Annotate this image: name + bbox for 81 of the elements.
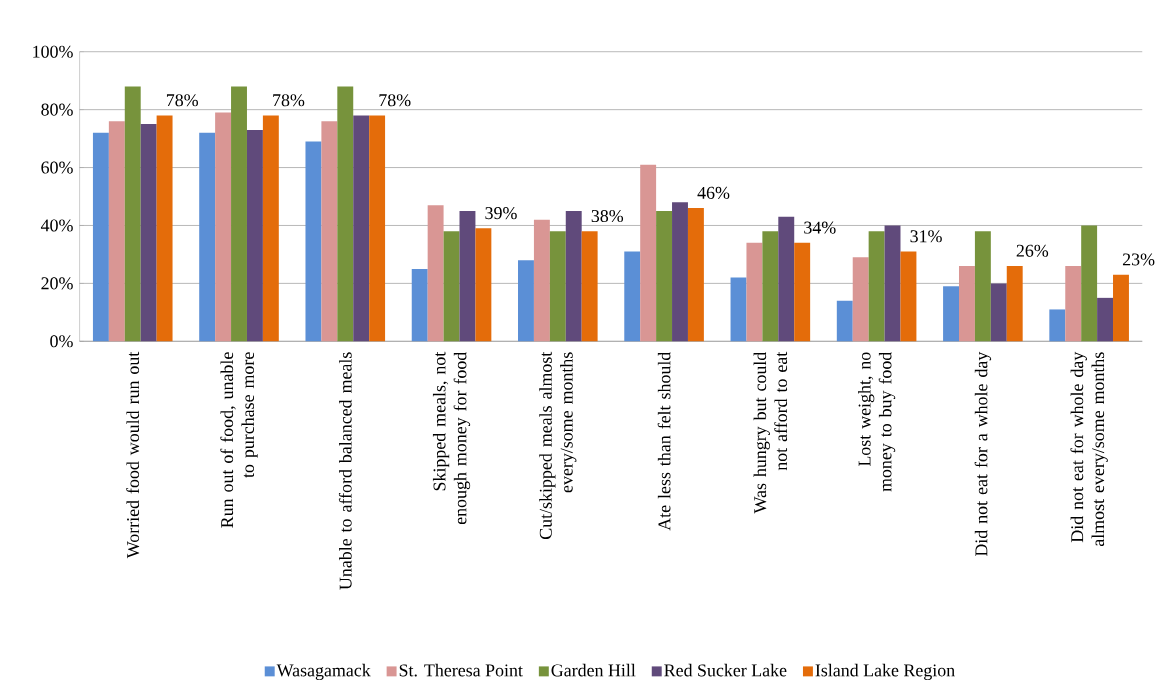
data-label: 23% [1122,253,1155,266]
x-tick-label: Ate less than felt should [657,352,671,531]
x-tick-label: Cut/skipped meals almost every/some months [539,352,577,540]
bar [305,141,322,342]
bar [640,164,657,342]
legend-label: Red Sucker Lake [664,664,787,677]
bar [140,124,157,342]
x-tick-label: Run out of food, unable to purchase more [220,352,258,529]
bar [746,243,763,342]
x-tick-label: Was hungry but could not afford to eat [753,352,788,514]
bar [411,269,428,342]
bar [868,231,885,342]
bar [1006,266,1023,342]
bar [672,202,688,342]
bar [443,231,460,342]
bar [1113,274,1129,342]
data-label: 26% [1016,244,1049,258]
bar [156,115,173,342]
y-tick-label: 0% [50,335,73,348]
data-label: 78% [379,94,411,107]
x-tick-label: Did not eat for a whole day [974,352,992,557]
legend-label: St. Theresa Point [399,664,523,677]
x-tick-label: Lost weight, no money to buy food [858,352,896,492]
y-tick-label: 100% [33,45,73,59]
bar [794,243,811,342]
bar [199,133,216,342]
x-tick-label: Worried food would run out [126,352,140,559]
bar [475,228,492,342]
data-label: 78% [166,94,198,107]
bar [943,286,959,342]
bar [549,231,566,342]
bar [852,257,869,342]
y-tick-label: 60% [41,161,73,174]
bar [108,121,125,342]
bar [353,115,370,342]
bar [974,231,991,342]
bar [337,86,354,342]
bar [231,86,247,342]
bar [92,133,109,342]
bar [262,115,279,342]
bar [246,130,263,342]
x-tick-label: Unable to afford balanced meals [338,352,352,590]
bar [900,251,917,342]
bar [565,211,582,342]
legend-label: Island Lake Region [815,664,955,681]
x-tick-label: Did not eat for whole day almost every/some months [1070,352,1108,547]
bar [518,260,534,342]
data-label: 31% [910,230,942,243]
data-label: 34% [804,221,836,234]
legend-label: Garden Hill [551,664,636,677]
bar [581,231,598,342]
data-label: 38% [591,210,624,223]
bar [321,121,338,342]
bar [533,219,550,342]
bar [624,251,641,342]
bar [1081,225,1098,342]
bar [1097,298,1114,342]
bar [1065,266,1082,342]
x-tick-label: Skipped meals, not enough money for food [432,352,471,525]
data-label: 39% [485,207,517,220]
y-tick-label: 20% [41,277,73,290]
bar [459,211,476,342]
bar [990,283,1007,342]
data-label: 78% [273,94,305,107]
bar [762,231,779,342]
legend-label: Wasagamack [276,664,371,681]
y-tick-label: 80% [41,103,73,116]
bar [124,86,141,342]
bar [215,112,232,342]
bar [369,115,386,342]
data-label: 46% [697,187,730,200]
bar [687,208,704,342]
bar [656,211,673,342]
bar [427,205,444,342]
bar [778,217,795,342]
bar [959,266,975,342]
bar [1049,309,1066,342]
y-tick-label: 40% [40,219,73,232]
bar [884,225,901,342]
bar [836,301,853,342]
bar [730,277,747,342]
